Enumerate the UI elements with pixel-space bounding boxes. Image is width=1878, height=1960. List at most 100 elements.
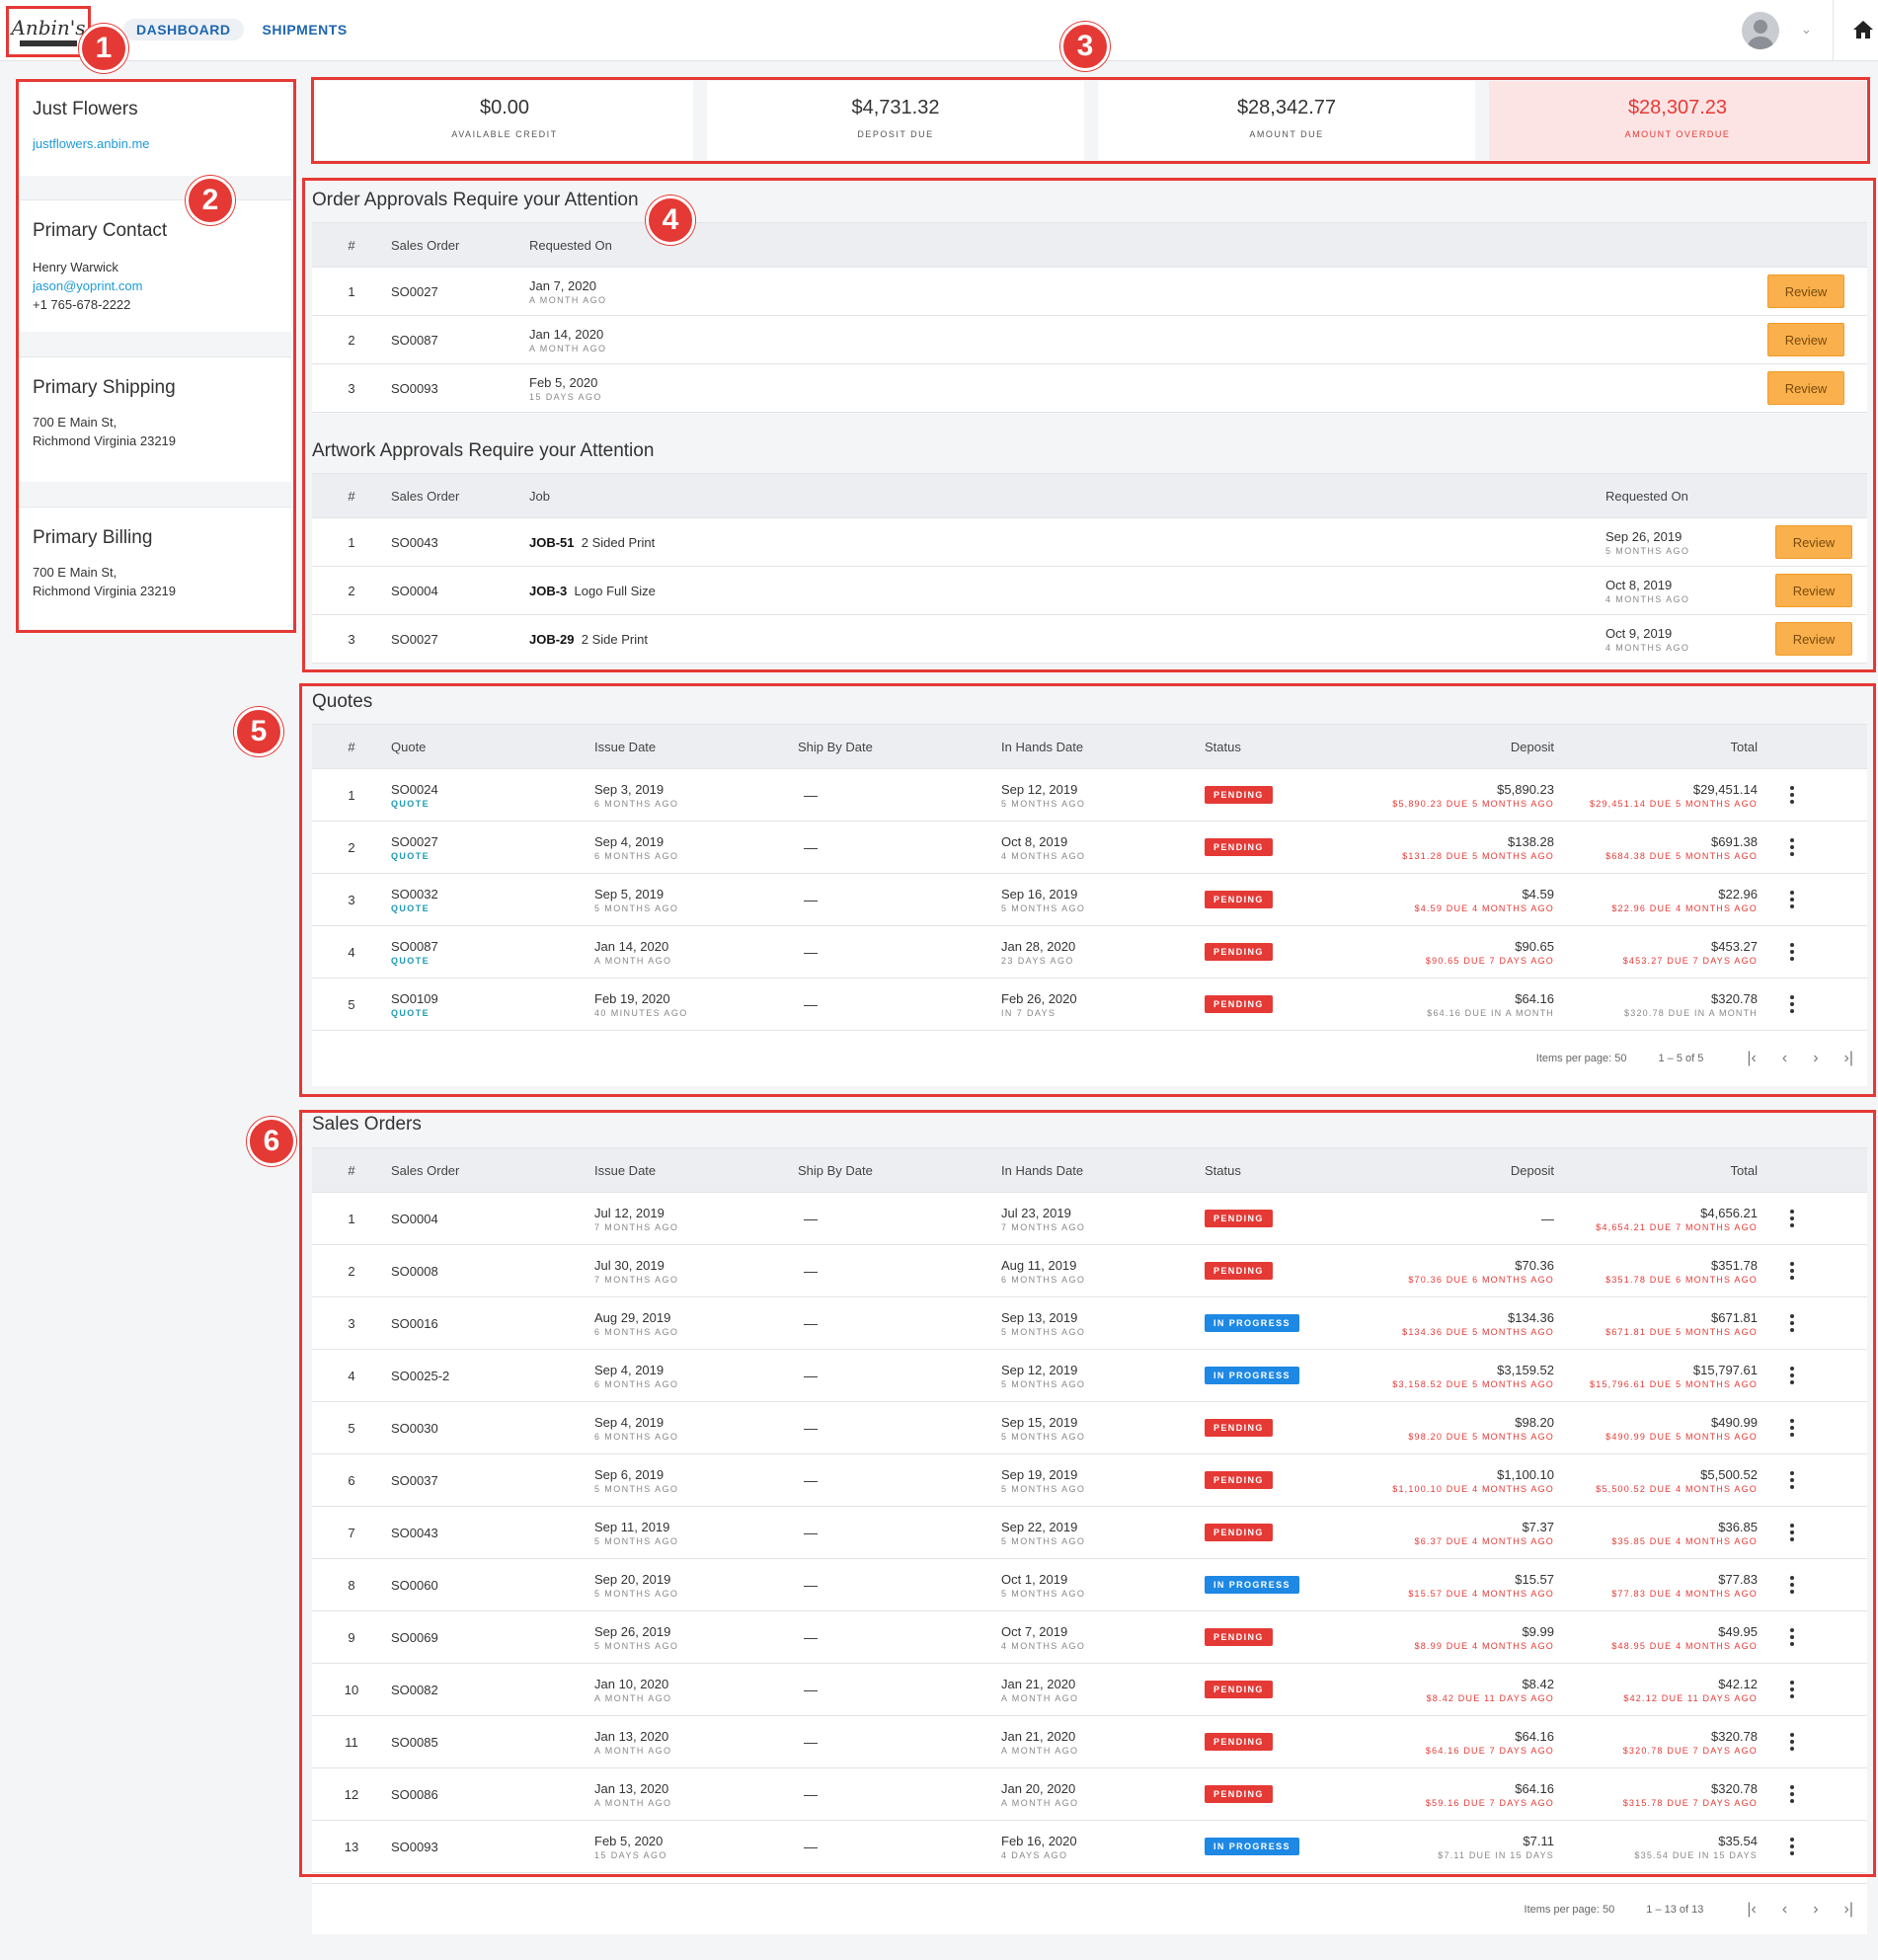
- ship-by-date: —: [804, 1525, 818, 1540]
- review-button[interactable]: Review: [1767, 323, 1844, 356]
- in-hands-cell: Oct 7, 2019 4 MONTHS AGO: [1001, 1624, 1205, 1651]
- more-vert-icon[interactable]: [1784, 838, 1800, 856]
- annotation-badge-4: 4: [646, 196, 695, 245]
- total-cell: $77.83 $77.83 DUE 4 MONTHS AGO: [1554, 1572, 1758, 1599]
- quote-id[interactable]: SO0109: [391, 990, 438, 1006]
- nav-shipments[interactable]: SHIPMENTS: [262, 22, 348, 38]
- quote-id[interactable]: SO0087: [391, 938, 438, 954]
- home-icon[interactable]: [1852, 20, 1874, 39]
- status-cell: IN PROGRESS: [1205, 1367, 1363, 1384]
- sales-order-id[interactable]: SO0082: [391, 1682, 438, 1697]
- more-vert-icon[interactable]: [1784, 891, 1800, 908]
- more-vert-icon[interactable]: [1784, 943, 1800, 961]
- sales-order-id[interactable]: SO0037: [391, 1472, 438, 1488]
- job-code[interactable]: JOB-29: [529, 631, 575, 647]
- review-button[interactable]: Review: [1775, 622, 1852, 656]
- more-vert-icon[interactable]: [1784, 1314, 1800, 1332]
- more-vert-icon[interactable]: [1784, 995, 1800, 1013]
- deposit-cell: $98.20 $98.20 DUE 5 MONTHS AGO: [1363, 1415, 1554, 1442]
- more-vert-icon[interactable]: [1784, 1262, 1800, 1280]
- more-vert-icon[interactable]: [1784, 1576, 1800, 1594]
- quote-id[interactable]: SO0032: [391, 886, 438, 902]
- menu-cell: [1758, 995, 1827, 1013]
- row-number: 7: [348, 1525, 355, 1540]
- prev-page-icon[interactable]: ‹: [1781, 1050, 1788, 1066]
- company-link[interactable]: justflowers.anbin.me: [33, 136, 150, 151]
- review-button[interactable]: Review: [1775, 525, 1852, 559]
- nav-dashboard[interactable]: DASHBOARD: [123, 19, 244, 40]
- more-vert-icon[interactable]: [1784, 786, 1800, 804]
- stat-label: DEPOSIT DUE: [857, 129, 934, 139]
- sales-order-id[interactable]: SO0008: [391, 1263, 438, 1279]
- more-vert-icon[interactable]: [1784, 1471, 1800, 1489]
- sales-order-id[interactable]: SO0043: [391, 1525, 438, 1540]
- next-page-icon[interactable]: ›: [1813, 1050, 1819, 1066]
- items-per-page[interactable]: Items per page: 50: [1524, 1903, 1615, 1916]
- deposit-due-note: $5,890.23 DUE 5 MONTHS AGO: [1392, 798, 1554, 809]
- sales-order-id[interactable]: SO0093: [391, 1839, 438, 1854]
- sales-order-id[interactable]: SO0069: [391, 1629, 438, 1645]
- issue-date: Jan 13, 2020: [594, 1780, 669, 1796]
- sales-order-id[interactable]: SO0086: [391, 1786, 438, 1802]
- sales-order-id[interactable]: SO0027: [391, 283, 438, 299]
- sales-order-id[interactable]: SO0030: [391, 1420, 438, 1436]
- last-page-icon[interactable]: ›|: [1843, 1900, 1853, 1918]
- total-due-note: $315.78 DUE 7 DAYS AGO: [1622, 1797, 1758, 1808]
- main-nav: DASHBOARD SHIPMENTS: [123, 19, 360, 40]
- next-page-icon[interactable]: ›: [1813, 1900, 1819, 1918]
- chevron-down-icon[interactable]: ⌄: [1801, 22, 1812, 37]
- sales-order-id[interactable]: SO0043: [391, 534, 438, 550]
- review-button[interactable]: Review: [1775, 574, 1852, 607]
- quote-id[interactable]: SO0024: [391, 781, 438, 797]
- job-code[interactable]: JOB-51: [529, 534, 575, 550]
- company-logo[interactable]: Anbin's: [6, 6, 91, 57]
- issue-date-cell: Feb 5, 2020 15 DAYS AGO: [594, 1834, 798, 1860]
- col-num: #: [348, 237, 355, 253]
- contact-email[interactable]: jason@yoprint.com: [33, 278, 143, 293]
- review-button[interactable]: Review: [1767, 371, 1844, 405]
- first-page-icon[interactable]: |‹: [1747, 1900, 1757, 1918]
- more-vert-icon[interactable]: [1784, 1838, 1800, 1855]
- sales-order-id[interactable]: SO0027: [391, 631, 438, 647]
- sales-order-id[interactable]: SO0093: [391, 380, 438, 396]
- more-vert-icon[interactable]: [1784, 1628, 1800, 1646]
- more-vert-icon[interactable]: [1784, 1785, 1800, 1803]
- quotes-table: # Quote Issue Date Ship By Date In Hands…: [312, 724, 1867, 1086]
- ship-by-date: —: [804, 1839, 818, 1854]
- total-cell: $320.78 $315.78 DUE 7 DAYS AGO: [1554, 1781, 1758, 1808]
- sales-order-id[interactable]: SO0004: [391, 1211, 438, 1226]
- prev-page-icon[interactable]: ‹: [1781, 1900, 1788, 1918]
- review-button[interactable]: Review: [1767, 274, 1844, 308]
- more-vert-icon[interactable]: [1784, 1419, 1800, 1437]
- in-hands-ago: 5 MONTHS AGO: [1001, 1378, 1086, 1389]
- deposit-due-note: $3,158.52 DUE 5 MONTHS AGO: [1392, 1378, 1554, 1389]
- sales-order-id[interactable]: SO0085: [391, 1734, 438, 1750]
- row-number: 1: [348, 283, 355, 299]
- more-vert-icon[interactable]: [1784, 1210, 1800, 1227]
- sales-order-id[interactable]: SO0060: [391, 1577, 438, 1593]
- items-per-page[interactable]: Items per page: 50: [1535, 1053, 1627, 1064]
- sales-order-id[interactable]: SO0004: [391, 583, 438, 598]
- sales-order-id[interactable]: SO0016: [391, 1315, 438, 1331]
- sales-order-id[interactable]: SO0087: [391, 332, 438, 348]
- job-code[interactable]: JOB-3: [529, 583, 568, 598]
- more-vert-icon[interactable]: [1784, 1733, 1800, 1751]
- menu-cell: [1758, 1733, 1827, 1751]
- deposit-cell: $90.65 $90.65 DUE 7 DAYS AGO: [1363, 939, 1554, 966]
- quote-id[interactable]: SO0027: [391, 833, 438, 849]
- more-vert-icon[interactable]: [1784, 1681, 1800, 1698]
- in-hands-cell: Sep 15, 2019 5 MONTHS AGO: [1001, 1415, 1205, 1442]
- row-number: 3: [348, 892, 355, 907]
- more-vert-icon[interactable]: [1784, 1524, 1800, 1541]
- quotes-paginator: Items per page: 50 1 – 5 of 5 |‹ ‹ › ›|: [312, 1031, 1867, 1086]
- status-cell: IN PROGRESS: [1205, 1838, 1363, 1855]
- first-page-icon[interactable]: |‹: [1747, 1050, 1757, 1066]
- order-id-cell: SO0025-2: [391, 1369, 594, 1383]
- more-vert-icon[interactable]: [1784, 1367, 1800, 1384]
- ship-by-date: —: [804, 892, 818, 907]
- user-avatar[interactable]: [1742, 12, 1779, 49]
- total-due-note: $671.81 DUE 5 MONTHS AGO: [1605, 1326, 1758, 1337]
- last-page-icon[interactable]: ›|: [1843, 1050, 1853, 1066]
- sales-order-id[interactable]: SO0025-2: [391, 1368, 450, 1383]
- requested-ago: 4 MONTHS AGO: [1605, 593, 1690, 604]
